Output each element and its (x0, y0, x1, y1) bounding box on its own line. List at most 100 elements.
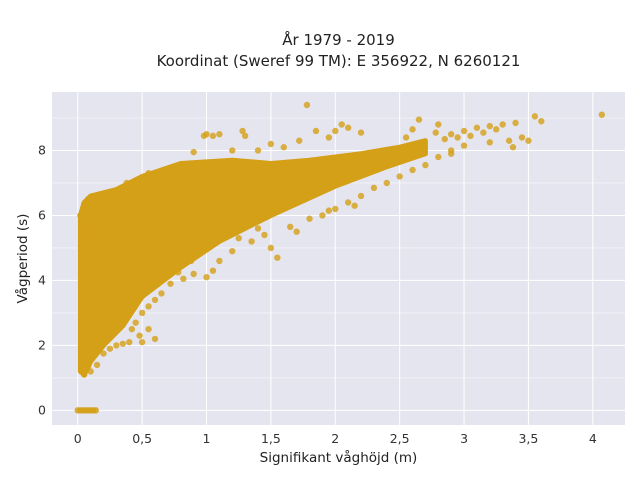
scatter-point (422, 161, 429, 169)
scatter-point (351, 202, 358, 209)
scatter-point (77, 212, 84, 219)
scatter-point (113, 342, 120, 349)
scatter-point (138, 309, 146, 317)
grid-lines (52, 92, 625, 425)
scatter-point (90, 247, 97, 255)
scatter-point (447, 131, 455, 138)
y-axis-label: Vågperiod (s) (14, 214, 31, 304)
scatter-point (480, 129, 487, 136)
y-tick-label: 4 (38, 272, 46, 287)
scatter-point (167, 280, 174, 287)
x-tick-label: 0,5 (132, 431, 152, 446)
scatter-point (151, 335, 159, 343)
scatter-point (509, 144, 517, 151)
y-tick-label: 0 (38, 402, 46, 417)
scatter-point (180, 275, 187, 283)
scatter-point (78, 236, 85, 244)
scatter-point (454, 134, 461, 141)
scatter-point (132, 319, 139, 326)
scatter-point (325, 207, 333, 214)
scatter-point (190, 270, 197, 278)
scatter-point (209, 267, 217, 274)
scatter-point (512, 119, 519, 127)
scatter-point (518, 134, 526, 141)
scatter-point (332, 205, 339, 213)
scatter-point (87, 368, 94, 375)
scatter-point (325, 134, 333, 141)
scatter-point (435, 153, 442, 161)
scatter-point (303, 101, 311, 109)
scatter-point (493, 126, 500, 133)
scatter-point (158, 290, 165, 297)
scatter-point (460, 127, 468, 135)
scatter-point (216, 257, 223, 265)
scatter-point (92, 407, 99, 414)
scatter-point (145, 170, 152, 177)
scatter-point (396, 173, 403, 180)
scatter-point (267, 140, 275, 148)
scatter-point (293, 228, 300, 235)
scatter-point (80, 371, 88, 378)
scatter-point (538, 118, 545, 125)
scatter-point (84, 363, 92, 370)
scatter-point (486, 139, 493, 146)
scatter-point (435, 121, 442, 128)
scatter-point (145, 325, 152, 333)
dense-cloud-area (77, 138, 428, 378)
scatter-point (473, 124, 481, 131)
scatter-point (239, 127, 246, 135)
tick-labels: 0 0,5 1 1,5 2 2,5 3 3,5 4 0 2 4 6 8 (38, 142, 597, 446)
scatter-point (84, 196, 92, 203)
scatter-point (187, 257, 195, 265)
scatter-point (306, 215, 313, 222)
scatter-point (409, 166, 416, 174)
scatter-point (235, 234, 242, 242)
y-tick-label: 8 (38, 142, 46, 157)
scatter-point (505, 137, 513, 144)
x-tick-label: 1,5 (261, 431, 281, 446)
scatter-point (531, 113, 539, 120)
scatter-point (441, 135, 448, 143)
scatter-point (357, 192, 365, 200)
scatter-point (312, 127, 320, 135)
scatter-point (128, 325, 136, 333)
scatter-point (229, 147, 236, 154)
y-tick-label: 6 (38, 207, 46, 222)
x-tick-label: 0 (74, 431, 82, 446)
scatter-point (267, 244, 275, 252)
scatter-point (126, 338, 133, 346)
scatter-point (274, 254, 281, 261)
scatter-point (93, 361, 101, 369)
scatter-point (467, 132, 474, 140)
scatter-point (344, 199, 352, 206)
scatter-point (598, 111, 606, 118)
scatter-point (415, 116, 423, 123)
scatter-point (87, 225, 94, 232)
scatter-point (261, 231, 268, 239)
scatter-point (370, 184, 378, 192)
scatter-point (209, 132, 217, 140)
scatter-point (486, 122, 493, 130)
scatter-point (254, 225, 262, 232)
scatter-point (123, 179, 130, 187)
scatter-point (190, 148, 197, 156)
scatter-point (319, 212, 326, 219)
scatter-point (216, 131, 223, 138)
chart-title-line1: År 1979 - 2019 (282, 30, 395, 49)
chart-title-line2: Koordinat (Sweref 99 TM): E 356922, N 62… (157, 52, 521, 70)
scatter-point (100, 350, 107, 357)
x-axis-label: Signifikant våghöjd (m) (260, 449, 418, 466)
scatter-point (332, 127, 339, 135)
scatter-point (254, 147, 262, 154)
scatter-point (383, 179, 390, 187)
scatter-point (525, 137, 532, 144)
scatter-point (100, 196, 107, 203)
x-tick-label: 1 (203, 431, 211, 446)
scatter-point (241, 132, 249, 140)
scatter-point (80, 200, 88, 208)
scatter-point (119, 340, 127, 347)
scatter-point (248, 238, 255, 245)
scatter-point (409, 126, 416, 133)
scatter-point (432, 129, 439, 136)
